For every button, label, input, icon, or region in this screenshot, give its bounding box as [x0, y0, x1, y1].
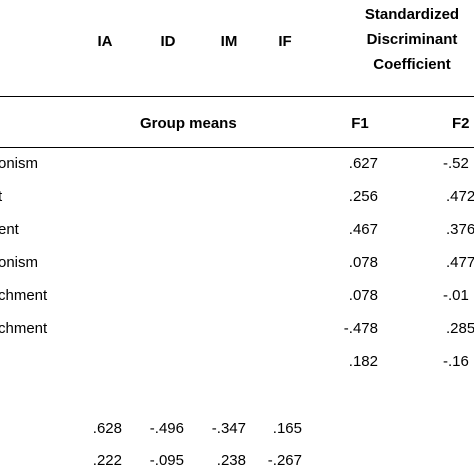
sdc-title-line3: Coefficient [373, 56, 451, 73]
mean-if-value: -.267 [267, 452, 302, 469]
row-f2-value: -.52 [443, 155, 469, 172]
mean-id-value: -.095 [149, 452, 184, 469]
row-label: chment [0, 320, 48, 337]
row-f2-value: .472 [446, 188, 474, 205]
mean-id-value: -.496 [149, 420, 184, 437]
row-f1-value: .467 [348, 221, 378, 238]
row-label: onism [0, 155, 39, 172]
header-rule [0, 96, 474, 97]
mean-if-value: .165 [272, 420, 302, 437]
mean-im-value: .238 [216, 452, 246, 469]
function-header-f2: F2 [452, 115, 470, 132]
function-header-f1: F1 [351, 115, 369, 132]
row-f1-value: -.478 [343, 320, 378, 337]
row-f1-value: .182 [348, 353, 378, 370]
row-f1-value: .078 [348, 254, 378, 271]
row-f2-value: .285 [446, 320, 474, 337]
sdc-title-line2: Discriminant [366, 31, 458, 48]
subheader-rule [0, 147, 474, 148]
group-means-heading: Group means [140, 115, 237, 132]
row-label: onism [0, 254, 39, 271]
row-f2-value: -.01 [443, 287, 469, 304]
row-f1-value: .256 [348, 188, 378, 205]
mean-ia-value: .628 [92, 420, 122, 437]
col-header-if: IF [278, 33, 292, 50]
sdc-title-line1: Standardized [364, 6, 460, 23]
col-header-im: IM [220, 33, 238, 50]
row-label: chment [0, 287, 48, 304]
row-f2-value: .477 [446, 254, 474, 271]
row-f2-value: .376 [446, 221, 474, 238]
mean-im-value: -.347 [211, 420, 246, 437]
row-f2-value: -.16 [443, 353, 469, 370]
mean-ia-value: .222 [92, 452, 122, 469]
col-header-id: ID [160, 33, 176, 50]
row-label: t [0, 188, 3, 205]
row-f1-value: .627 [348, 155, 378, 172]
row-label: ent [0, 221, 19, 238]
row-f1-value: .078 [348, 287, 378, 304]
col-header-ia: IA [97, 33, 113, 50]
